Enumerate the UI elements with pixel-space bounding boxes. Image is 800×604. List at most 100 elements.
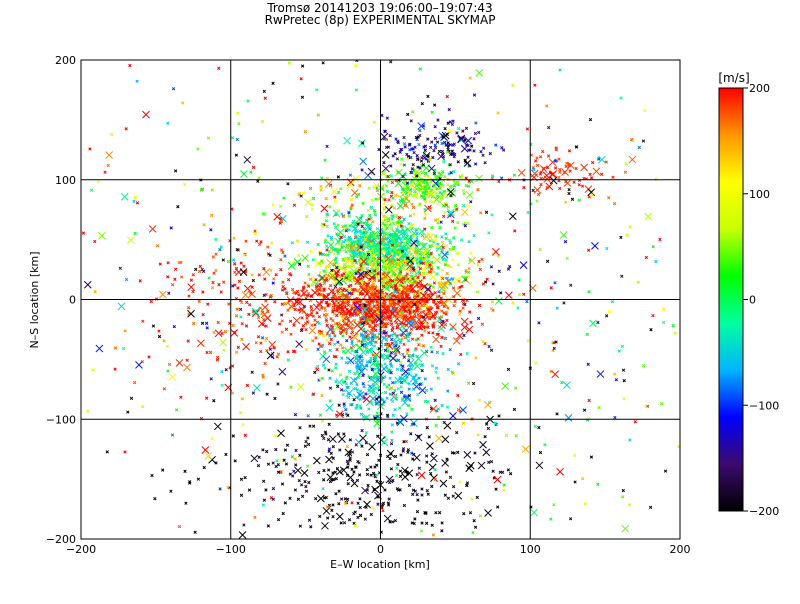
scatter-point [420, 282, 429, 291]
scatter-point [384, 331, 388, 335]
scatter-point [441, 170, 445, 174]
scatter-point [558, 170, 562, 174]
scatter-point [353, 377, 358, 381]
scatter-point [410, 223, 415, 227]
scatter-point [347, 360, 352, 365]
scatter-point [405, 412, 409, 416]
scatter-point [324, 179, 333, 188]
scatter-point [344, 360, 349, 365]
scatter-point [377, 458, 381, 462]
scatter-point [357, 241, 361, 245]
scatter-point [437, 149, 442, 154]
scatter-point [673, 331, 677, 335]
scatter-point [303, 479, 307, 484]
scatter-point [383, 390, 388, 395]
scatter-point [324, 318, 328, 322]
scatter-point [265, 348, 269, 353]
scatter-point [270, 355, 275, 359]
scatter-point [590, 193, 594, 197]
scatter-point [275, 459, 279, 463]
scatter-point [358, 230, 363, 234]
scatter-point [501, 382, 510, 390]
scatter-point [430, 484, 434, 489]
scatter-point [590, 160, 595, 165]
scatter-point [406, 448, 411, 452]
scatter-point [373, 354, 378, 358]
scatter-point [462, 333, 466, 338]
scatter-point [414, 195, 419, 200]
scatter-point [473, 525, 478, 529]
scatter-point [469, 282, 473, 286]
scatter-point [374, 340, 378, 344]
scatter-point [464, 269, 468, 273]
scatter-point [489, 265, 494, 269]
scatter-point [506, 367, 511, 372]
scatter-point [631, 139, 635, 143]
scatter-point [262, 89, 266, 94]
scatter-point [444, 470, 449, 474]
scatter-point [338, 286, 343, 291]
scatter-point [369, 216, 373, 221]
scatter-point [259, 349, 263, 354]
scatter-point [328, 205, 332, 209]
scatter-point [323, 366, 327, 370]
scatter-point [365, 349, 369, 353]
scatter-point [303, 129, 308, 134]
scatter-point [389, 60, 393, 64]
scatter-point [231, 434, 236, 438]
scatter-point [305, 316, 309, 320]
scatter-point [257, 242, 262, 247]
scatter-point [456, 181, 460, 185]
scatter-point [426, 492, 430, 496]
scatter-point [321, 343, 325, 347]
scatter-point [348, 173, 353, 177]
scatter-point [256, 179, 260, 183]
scatter-point [324, 314, 328, 319]
scatter-point [326, 234, 330, 238]
scatter-point [421, 315, 426, 319]
scatter-point [324, 300, 328, 304]
scatter-point [405, 152, 409, 157]
scatter-point [335, 302, 339, 306]
scatter-point [429, 471, 433, 476]
scatter-point [342, 402, 346, 406]
scatter-point [410, 239, 418, 247]
scatter-point [447, 172, 451, 176]
scatter-point [355, 403, 359, 407]
scatter-point [423, 185, 427, 189]
scatter-point [129, 396, 134, 400]
scatter-point [364, 431, 369, 435]
scatter-point [400, 290, 404, 294]
scatter-point [408, 364, 412, 368]
scatter-point [564, 200, 568, 204]
scatter-point [358, 505, 362, 510]
scatter-point [397, 299, 401, 303]
scatter-point [440, 521, 444, 525]
scatter-point [428, 157, 432, 162]
scatter-point [413, 517, 417, 521]
scatter-point [393, 407, 397, 412]
scatter-point [281, 280, 285, 284]
scatter-point [295, 239, 300, 243]
scatter-point [442, 291, 446, 296]
scatter-point [372, 181, 381, 190]
scatter-point [399, 224, 403, 228]
scatter-point [413, 302, 417, 307]
scatter-point [117, 302, 126, 311]
scatter-point [446, 143, 450, 148]
scatter-point [339, 311, 343, 316]
scatter-point [357, 473, 362, 477]
scatter-point [376, 263, 381, 267]
scatter-point [396, 290, 400, 294]
scatter-point [383, 223, 388, 227]
scatter-point [417, 466, 421, 470]
scatter-point [441, 248, 445, 252]
scatter-point [549, 286, 553, 290]
scatter-point [404, 276, 408, 280]
scatter-point [412, 150, 416, 155]
scatter-point [347, 228, 351, 232]
scatter-point [210, 188, 214, 192]
scatter-point [362, 385, 366, 389]
scatter-point [358, 497, 362, 501]
scatter-point [387, 198, 391, 202]
